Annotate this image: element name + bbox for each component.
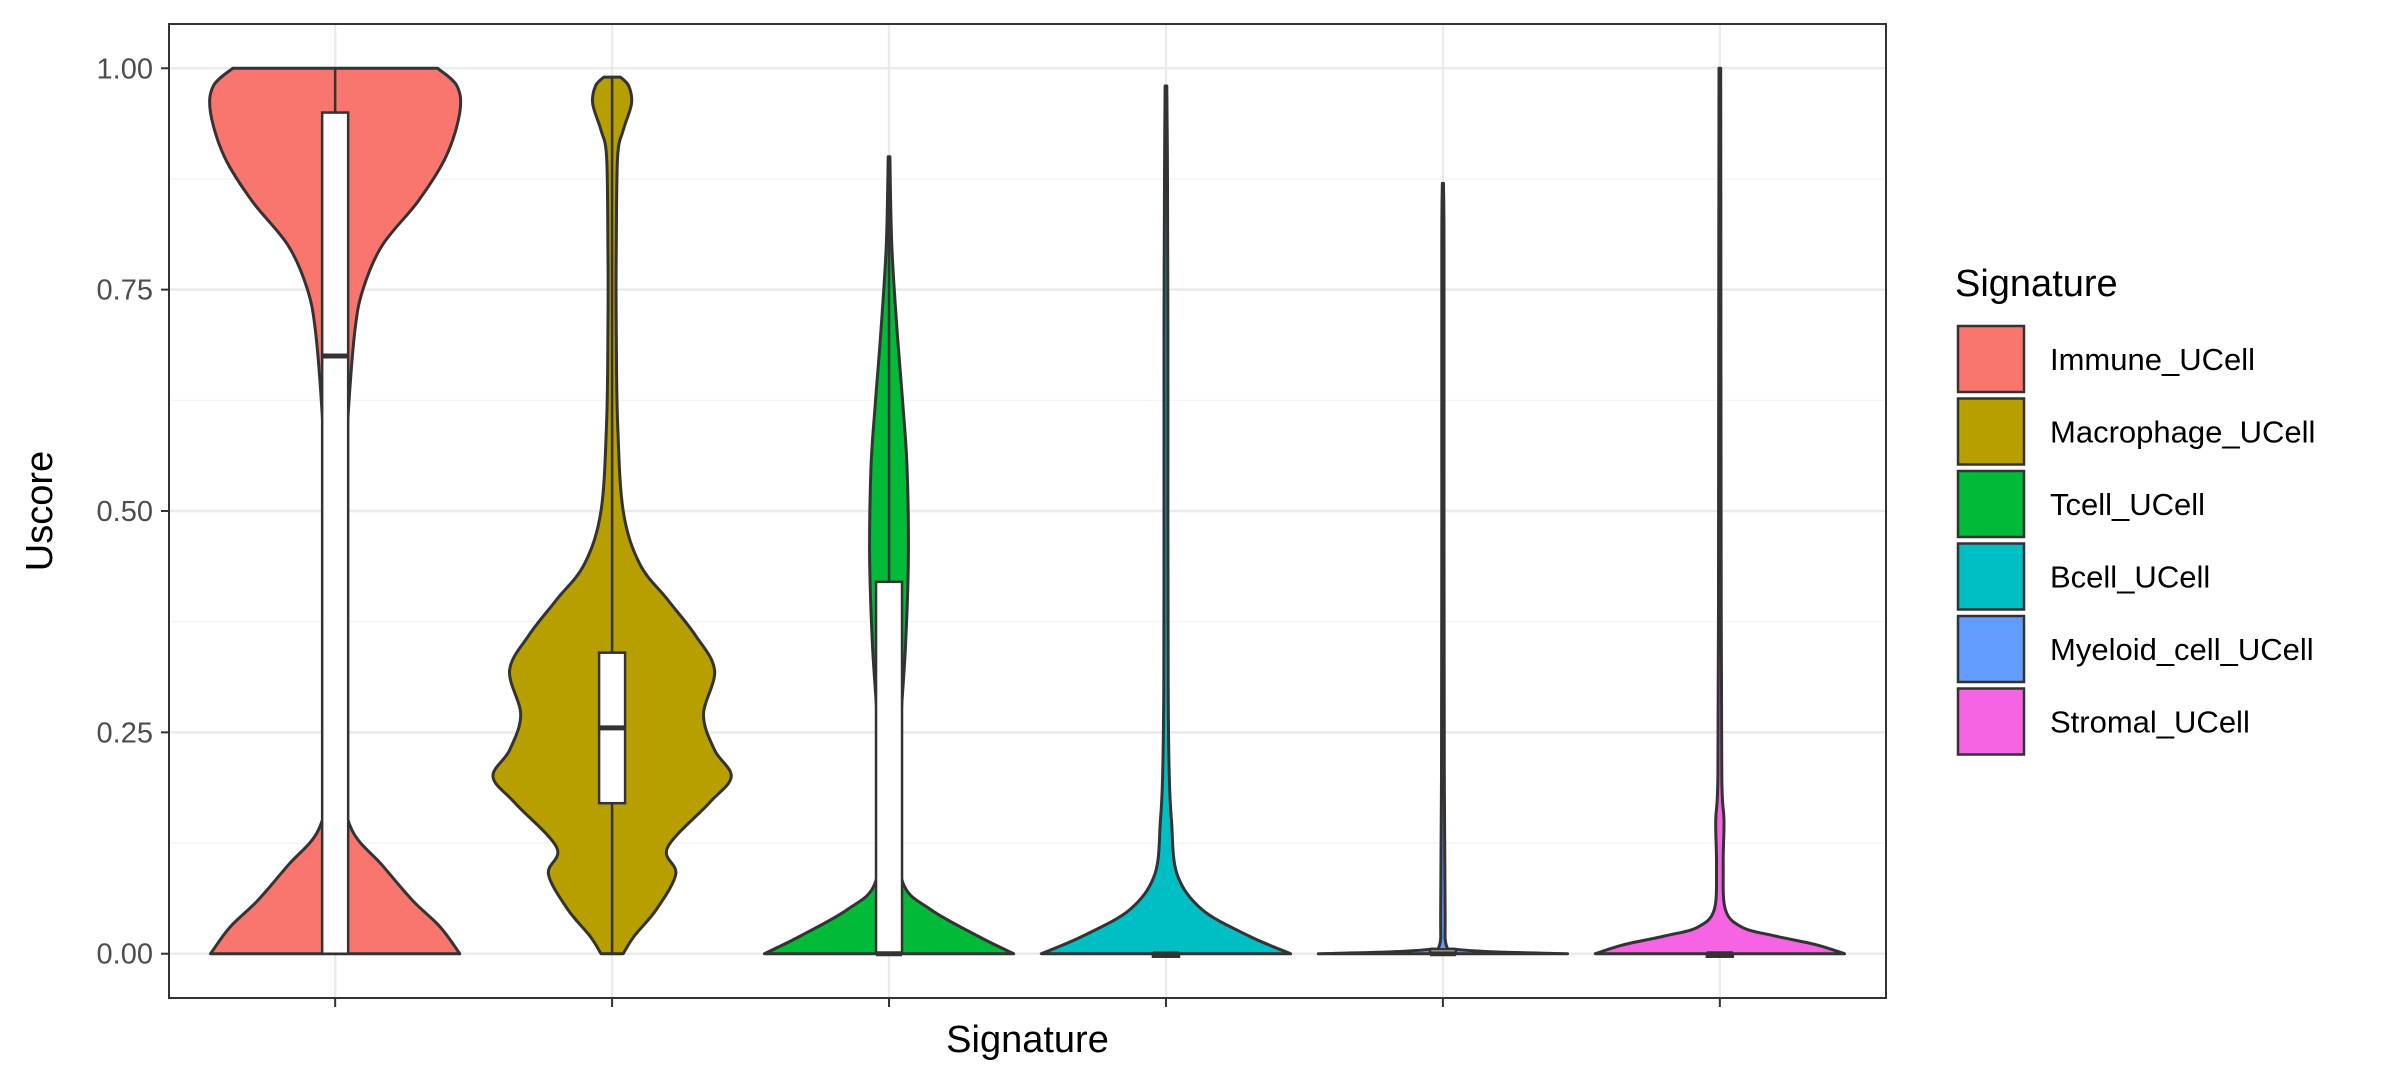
legend-key	[1956, 542, 2026, 611]
legend-label: Stromal_UCell	[2050, 705, 2250, 740]
legend-label: Immune_UCell	[2050, 342, 2255, 377]
x-axis	[334, 998, 1721, 1007]
box-body	[320, 111, 350, 955]
legend-key	[1956, 614, 2026, 684]
y-tick-label: 0.75	[97, 275, 153, 307]
y-tick-label: 0.25	[97, 717, 153, 749]
violin-shape	[1593, 66, 1846, 956]
legend-title: Signature	[1955, 263, 2118, 305]
legend-key	[1956, 687, 2026, 756]
legend-label: Macrophage_UCell	[2050, 415, 2315, 450]
legend-key	[1956, 397, 2026, 466]
violin-group	[1316, 181, 1569, 957]
legend: Signature Immune_UCell Macrophage_UCell Tc…	[1955, 263, 2315, 756]
x-axis-title: Signature	[946, 1019, 1109, 1061]
violin-group	[208, 66, 463, 956]
legend-key	[1956, 324, 2026, 394]
violin-group	[762, 155, 1016, 957]
y-axis-title: Uscore	[19, 451, 61, 571]
violin-shape	[1316, 181, 1569, 956]
legend-label: Myeloid_cell_UCell	[2050, 632, 2314, 667]
violin-layer	[208, 66, 1846, 958]
violin-group	[491, 75, 733, 956]
y-axis: 0.00 0.25 0.50 0.75 1.00	[97, 53, 169, 971]
violin-shape	[1039, 84, 1293, 956]
violin-group	[1039, 84, 1293, 958]
legend-label: Tcell_UCell	[2050, 487, 2205, 522]
y-tick-label: 0.00	[97, 939, 153, 971]
y-tick-label: 0.50	[97, 496, 153, 528]
legend-label: Bcell_UCell	[2050, 560, 2210, 595]
box-body	[874, 580, 904, 955]
y-tick-label: 1.00	[97, 53, 153, 85]
legend-key	[1956, 469, 2026, 539]
violin-group	[1593, 66, 1846, 958]
